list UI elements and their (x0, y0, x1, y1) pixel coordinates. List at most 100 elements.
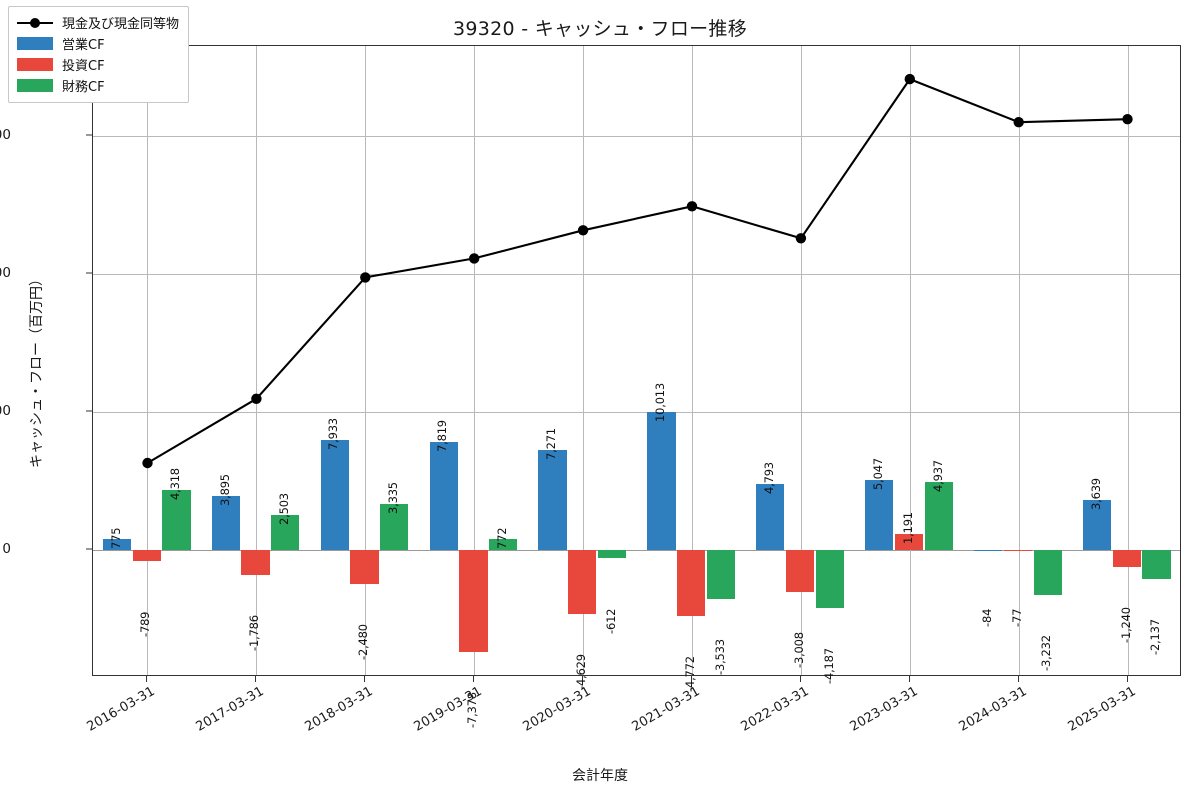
line-marker-2025-03-31 (1122, 114, 1133, 125)
bar-fin-2023-03-31 (924, 481, 953, 550)
bar-inv-2023-03-31 (894, 533, 924, 550)
bar-op-2025-03-31 (1082, 499, 1112, 550)
bar-fin-2016-03-31 (162, 490, 191, 550)
bar-op-2019-03-31 (429, 442, 458, 550)
gridline-vertical (1127, 46, 1129, 675)
bar-inv-2018-03-31 (350, 549, 379, 585)
gridline-vertical (365, 46, 367, 675)
gridline-horizontal (93, 549, 1180, 551)
x-axis-title: 会計年度 (572, 768, 628, 784)
gridline-vertical (147, 46, 149, 675)
gridline-vertical (691, 46, 693, 675)
gridline-vertical (909, 46, 911, 675)
bar-fin-2025-03-31 (1142, 549, 1171, 580)
x-axis-tick-mark (255, 676, 257, 682)
bar-op-2022-03-31 (756, 483, 785, 550)
plot-area: 775 3,895 7,933 7,819 7,271 10,013 4,793 5,047-… (92, 45, 1181, 728)
y-axis-tick-mark (86, 134, 92, 136)
bar-op-2020-03-31 (538, 449, 567, 550)
legend-item-3: 財務CF (17, 75, 179, 96)
x-axis-tick-label: 2022-03-31 (738, 684, 812, 735)
legend-color-swatch (17, 58, 53, 71)
y-axis-tick-label: 20,000 (0, 264, 11, 281)
bar-fin-2021-03-31 (706, 549, 736, 599)
legend-item-label: 投資CF (62, 59, 105, 74)
bar-inv-2016-03-31 (132, 549, 161, 561)
x-axis-tick-mark (146, 676, 148, 682)
x-axis-tick-label: 2024-03-31 (956, 684, 1030, 735)
bar-inv-2022-03-31 (785, 549, 815, 592)
x-axis-tick-mark (1017, 676, 1019, 682)
cash-line-series (142, 73, 1133, 469)
bar-inv-2025-03-31 (1112, 549, 1141, 568)
gridline-horizontal (93, 135, 1180, 137)
bar-value-label: -7,378 (465, 691, 480, 728)
line-marker-2024-03-31 (1013, 117, 1024, 128)
x-axis-tick-mark (1126, 676, 1128, 682)
legend-item-1: 営業CF (17, 33, 179, 54)
x-axis-tick-label: 2017-03-31 (193, 684, 267, 735)
bar-inv-2017-03-31 (241, 549, 270, 575)
bar-inv-2024-03-31 (1003, 549, 1033, 552)
gridline-horizontal (93, 411, 1180, 413)
bar-op-2016-03-31 (102, 539, 132, 550)
gridline-vertical (800, 46, 802, 675)
bar-op-2018-03-31 (320, 440, 349, 550)
chart-title: 39320 - キャッシュ・フロー推移 (452, 18, 748, 40)
bar-op-2023-03-31 (865, 480, 894, 550)
legend-item-label: 営業CF (62, 38, 105, 53)
y-axis-title: キャッシュ・フロー（百万円） (29, 272, 45, 468)
bar-op-2021-03-31 (647, 411, 676, 550)
y-axis-tick-label: 30,000 (0, 126, 11, 143)
bar-inv-2019-03-31 (459, 549, 488, 652)
x-axis-tick-label: 2020-03-31 (520, 684, 594, 735)
bar-fin-2017-03-31 (271, 515, 300, 550)
line-marker-2021-03-31 (686, 201, 698, 212)
legend-line-marker-icon (17, 16, 53, 29)
x-axis-tick-mark (690, 676, 692, 682)
y-axis-tick-label: 10,000 (0, 402, 11, 419)
x-axis-tick-mark (364, 676, 366, 682)
line-marker-2022-03-31 (795, 233, 807, 244)
legend-item-label: 現金及び現金同等物 (62, 17, 180, 32)
legend-color-swatch (17, 79, 53, 92)
y-axis-tick-label: 0 (2, 540, 11, 557)
y-axis-tick-mark (86, 548, 92, 550)
bar-fin-2024-03-31 (1033, 549, 1062, 595)
gridline-vertical (1018, 46, 1020, 675)
cash-line-path (146, 78, 1129, 465)
y-axis-tick-mark (86, 272, 92, 274)
x-axis-tick-mark (908, 676, 910, 682)
line-marker-2020-03-31 (577, 225, 589, 236)
bar-inv-2021-03-31 (677, 549, 706, 616)
line-marker-2017-03-31 (251, 393, 262, 404)
legend-item-label: 財務CF (62, 80, 105, 95)
line-marker-2019-03-31 (469, 253, 480, 264)
bar-op-2024-03-31 (974, 549, 1003, 552)
line-marker-2023-03-31 (904, 73, 915, 85)
legend-color-swatch (17, 37, 53, 50)
bar-fin-2018-03-31 (380, 503, 409, 550)
bar-fin-2019-03-31 (489, 539, 518, 550)
x-axis-tick-mark (582, 676, 584, 682)
bar-fin-2022-03-31 (815, 549, 844, 608)
cash-line-markers (142, 73, 1133, 469)
gridline-vertical (256, 46, 258, 675)
line-marker-2016-03-31 (142, 457, 153, 469)
gridline-horizontal (93, 273, 1180, 275)
bar-fin-2020-03-31 (597, 549, 627, 559)
x-axis-tick-label: 2023-03-31 (847, 684, 921, 735)
chart-legend: 現金及び現金同等物 営業CF 投資CF 財務CF (8, 6, 190, 103)
legend-item-2: 投資CF (17, 54, 179, 75)
x-axis-tick-label: 2025-03-31 (1065, 684, 1139, 735)
bar-op-2017-03-31 (211, 496, 240, 550)
gridline-vertical (474, 46, 476, 675)
legend-item-0: 現金及び現金同等物 (17, 12, 179, 33)
x-axis-tick-mark (473, 676, 475, 682)
x-axis-tick-label: 2018-03-31 (302, 684, 376, 735)
x-axis-tick-label: 2016-03-31 (84, 684, 158, 735)
gridline-vertical (583, 46, 585, 675)
line-marker-2018-03-31 (360, 272, 371, 283)
bar-inv-2020-03-31 (568, 549, 597, 614)
